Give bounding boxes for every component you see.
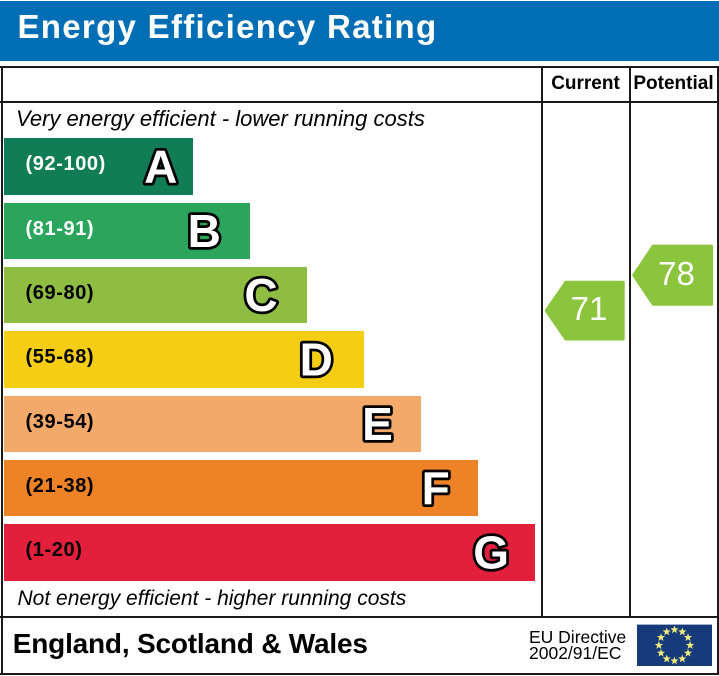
svg-text:C: C (244, 269, 277, 321)
svg-text:B: B (188, 205, 221, 257)
svg-text:E: E (362, 398, 393, 450)
svg-text:78: 78 (658, 255, 695, 292)
svg-text:G: G (473, 526, 509, 578)
svg-text:D: D (300, 334, 333, 386)
svg-text:F: F (422, 462, 450, 514)
svg-text:A: A (144, 141, 177, 193)
svg-text:71: 71 (571, 290, 608, 327)
